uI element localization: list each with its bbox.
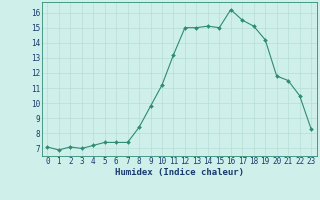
X-axis label: Humidex (Indice chaleur): Humidex (Indice chaleur) <box>115 168 244 177</box>
